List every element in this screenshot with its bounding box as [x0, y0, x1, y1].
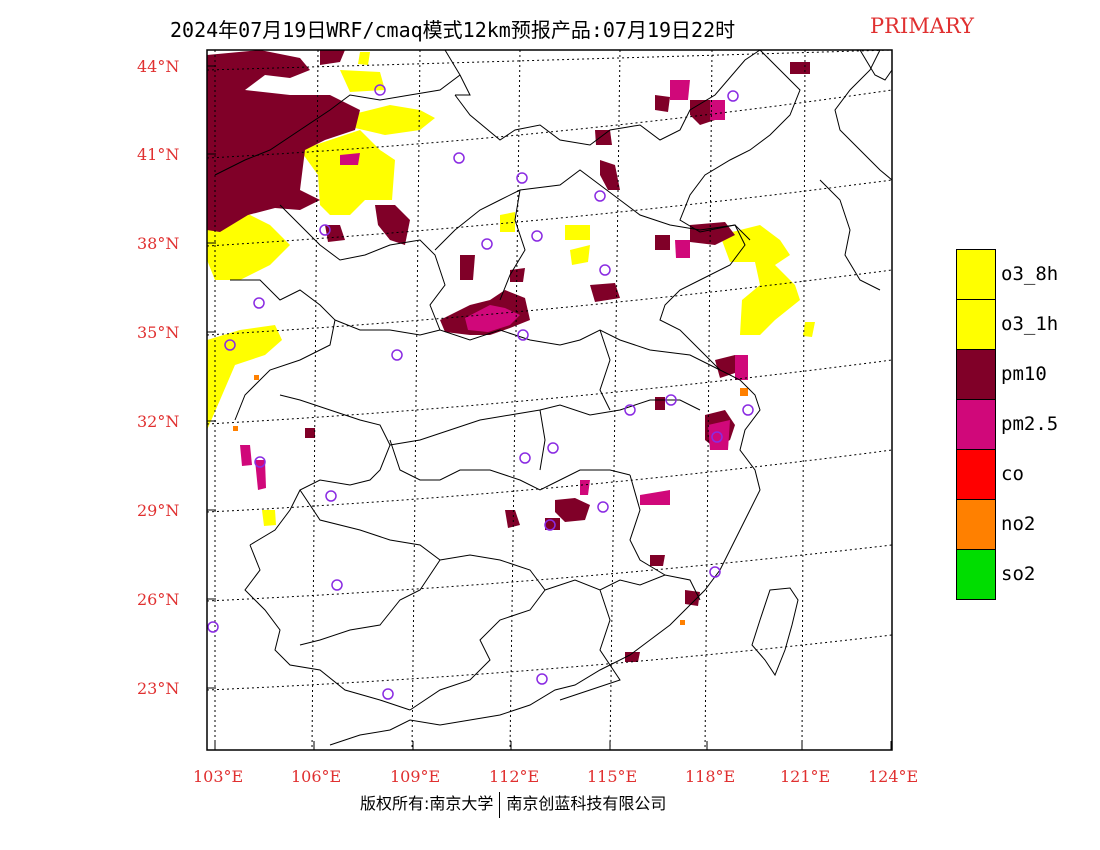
legend-item-pm25: pm2.5 [956, 399, 1096, 450]
legend-label: pm10 [1001, 363, 1047, 385]
lat-label-26: 26°N [137, 590, 179, 609]
lat-label-35: 35°N [137, 323, 179, 342]
legend-swatch [956, 499, 996, 550]
copyright-right: 南京创蓝科技有限公司 [506, 794, 667, 813]
lon-label-124: 124°E [868, 767, 918, 786]
lat-label-29: 29°N [137, 501, 179, 520]
title-text: 2024年07月19日WRF/cmaq模式12km预报产品:07月19日22时 [170, 18, 736, 42]
lon-label-115: 115°E [587, 767, 637, 786]
lon-label-112: 112°E [489, 767, 539, 786]
legend-swatch [956, 299, 996, 350]
lon-label-121: 121°E [780, 767, 830, 786]
lon-label-118: 118°E [685, 767, 735, 786]
pollutant-tag: PRIMARY [870, 14, 974, 38]
no2-cells [233, 375, 748, 625]
copyright-left: 版权所有:南京大学 [360, 794, 494, 813]
legend-item-so2: so2 [956, 549, 1096, 600]
lat-label-23: 23°N [137, 679, 179, 698]
ticks [207, 65, 892, 750]
lon-label-103: 103°E [193, 767, 243, 786]
map-area [206, 49, 893, 751]
legend-item-pm10: pm10 [956, 349, 1096, 400]
legend-swatch [956, 349, 996, 400]
lon-label-106: 106°E [291, 767, 341, 786]
pm25-blobs [240, 80, 748, 505]
latitude-labels: 44°N 41°N 38°N 35°N 32°N 29°N 26°N 23°N [137, 57, 179, 698]
legend-label: so2 [1001, 563, 1036, 585]
legend-label: co [1001, 463, 1024, 485]
copyright-separator [499, 791, 501, 818]
legend-swatch [956, 549, 996, 600]
legend-swatch [956, 399, 996, 450]
stations [207, 84, 754, 700]
lat-label-41: 41°N [137, 145, 179, 164]
legend-item-o3-8h: o3_8h [956, 249, 1096, 300]
copyright: 版权所有:南京大学 南京创蓝科技有限公司 [360, 790, 666, 818]
legend-label: o3_1h [1001, 313, 1059, 335]
lon-label-109: 109°E [390, 767, 440, 786]
o3-blobs [207, 52, 815, 526]
lat-label-32: 32°N [137, 412, 179, 431]
legend-label: pm2.5 [1001, 413, 1059, 435]
legend-label: o3_8h [1001, 263, 1059, 285]
lat-label-44: 44°N [137, 57, 179, 76]
graticule-longitude [214, 49, 806, 751]
legend-item-no2: no2 [956, 499, 1096, 550]
legend-item-o3-1h: o3_1h [956, 299, 1096, 350]
legend-swatch [956, 249, 996, 300]
coastline [329, 49, 893, 746]
legend-swatch [956, 449, 996, 500]
legend-item-co: co [956, 449, 1096, 500]
legend-label: no2 [1001, 513, 1036, 535]
longitude-labels: 103°E 106°E 109°E 112°E 115°E 118°E 121°… [193, 767, 918, 786]
lat-label-38: 38°N [137, 234, 179, 253]
province-boundaries [214, 49, 761, 711]
